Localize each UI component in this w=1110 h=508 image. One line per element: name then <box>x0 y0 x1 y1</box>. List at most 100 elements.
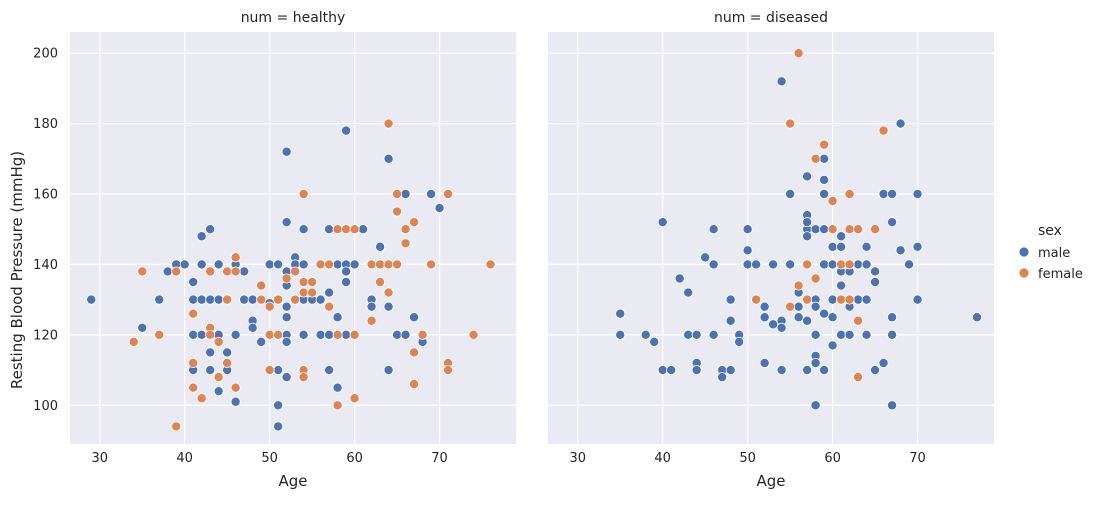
point-female <box>383 118 394 129</box>
legend-title: sex <box>1038 223 1062 239</box>
point-male <box>205 224 216 235</box>
x-tick-label: 60 <box>824 451 841 466</box>
point-male <box>281 372 292 383</box>
point-male <box>213 259 224 270</box>
point-male <box>341 266 352 277</box>
point-male <box>819 224 830 235</box>
point-male <box>810 400 821 411</box>
point-male <box>196 329 207 340</box>
point-female <box>196 393 207 404</box>
point-male <box>256 336 267 347</box>
point-female <box>349 393 360 404</box>
point-female <box>366 315 377 326</box>
point-female <box>426 259 437 270</box>
point-male <box>853 259 864 270</box>
point-female <box>836 259 847 270</box>
point-male <box>205 365 216 376</box>
point-female <box>751 294 762 305</box>
point-male <box>196 231 207 242</box>
point-male <box>776 322 787 333</box>
point-male <box>802 231 813 242</box>
point-male <box>179 259 190 270</box>
point-female <box>802 294 813 305</box>
point-female <box>307 277 318 288</box>
point-female <box>853 372 864 383</box>
panel-background <box>548 32 994 444</box>
point-male <box>332 259 343 270</box>
point-male <box>324 287 335 298</box>
point-female <box>273 294 284 305</box>
point-male <box>341 277 352 288</box>
point-male <box>810 224 821 235</box>
point-male <box>810 358 821 369</box>
point-female <box>392 206 403 217</box>
point-female <box>298 188 309 199</box>
point-male <box>836 280 847 291</box>
x-tick-label: 50 <box>739 451 756 466</box>
point-male <box>615 308 626 319</box>
point-male <box>870 365 881 376</box>
point-male <box>853 294 864 305</box>
point-female <box>324 259 335 270</box>
point-male <box>887 329 898 340</box>
point-male <box>802 315 813 326</box>
point-female <box>392 259 403 270</box>
point-male <box>751 259 762 270</box>
y-tick-label: 180 <box>33 117 58 132</box>
point-male <box>281 146 292 157</box>
y-tick-label: 120 <box>33 328 58 343</box>
point-male <box>383 301 394 312</box>
point-male <box>264 259 275 270</box>
point-female <box>154 329 165 340</box>
point-female <box>366 259 377 270</box>
legend-label-female: female <box>1038 267 1083 282</box>
y-tick-label: 160 <box>33 187 58 202</box>
panels: 30 40 50 60 70 100 120 140 160 180 200 num = health… <box>33 10 994 490</box>
point-male <box>281 336 292 347</box>
point-male <box>137 322 148 333</box>
point-female <box>400 224 411 235</box>
point-male <box>691 329 702 340</box>
point-female <box>307 287 318 298</box>
point-male <box>273 400 284 411</box>
point-female <box>230 382 241 393</box>
point-male <box>188 277 199 288</box>
point-male <box>213 386 224 397</box>
point-male <box>281 312 292 323</box>
y-tick-label: 100 <box>33 399 58 414</box>
point-male <box>324 329 335 340</box>
point-female <box>230 266 241 277</box>
point-female <box>298 372 309 383</box>
point-male <box>298 329 309 340</box>
point-male <box>324 224 335 235</box>
point-male <box>383 153 394 164</box>
legend-label-male: male <box>1038 246 1070 261</box>
point-female <box>137 266 148 277</box>
point-male <box>315 294 326 305</box>
point-female <box>853 224 864 235</box>
point-female <box>273 329 284 340</box>
point-male <box>887 217 898 228</box>
point-male <box>358 224 369 235</box>
point-female <box>853 315 864 326</box>
point-male <box>205 347 216 358</box>
point-male <box>887 188 898 199</box>
point-male <box>802 171 813 182</box>
point-male <box>708 329 719 340</box>
point-female <box>281 273 292 284</box>
point-male <box>349 259 360 270</box>
point-female <box>375 259 386 270</box>
point-male <box>434 203 445 214</box>
point-male <box>895 245 906 256</box>
point-male <box>861 259 872 270</box>
point-male <box>878 188 889 199</box>
point-male <box>657 365 668 376</box>
point-male <box>972 312 983 323</box>
point-male <box>239 266 250 277</box>
point-female <box>222 358 233 369</box>
point-male <box>742 245 753 256</box>
point-female <box>205 329 216 340</box>
point-female <box>485 259 496 270</box>
point-male <box>904 259 915 270</box>
